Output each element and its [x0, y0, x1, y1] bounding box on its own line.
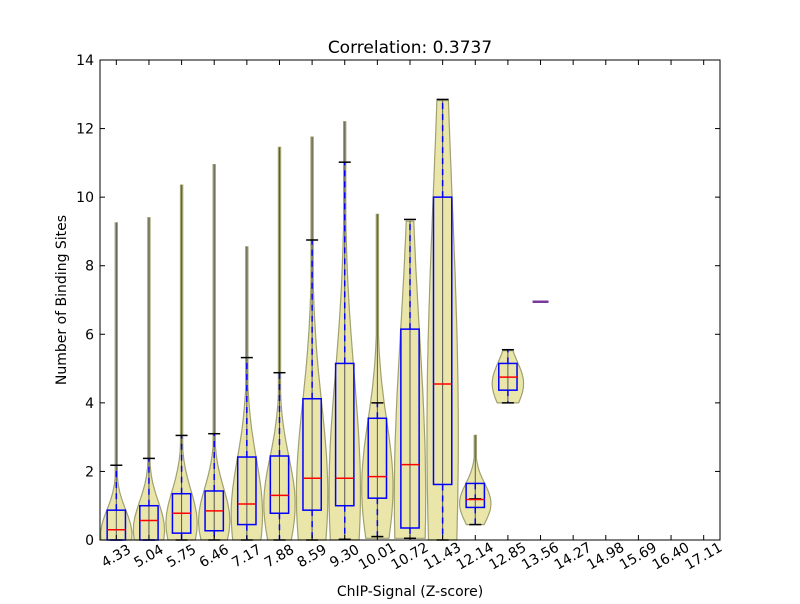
- x-tick-label: 5.75: [164, 542, 199, 571]
- y-tick-label: 6: [85, 327, 94, 343]
- y-tick-label: 4: [85, 396, 94, 412]
- chart-title: Correlation: 0.3737: [328, 38, 492, 58]
- box-iqr: [367, 417, 388, 499]
- y-tick-label: 12: [76, 122, 94, 138]
- x-tick-label: 7.17: [229, 542, 264, 571]
- box-iqr: [236, 456, 257, 526]
- box-iqr: [269, 455, 290, 515]
- x-tick-label: 9.30: [327, 542, 362, 571]
- x-tick-label: 6.46: [197, 542, 232, 571]
- box-iqr: [400, 328, 420, 529]
- x-tick-label: 17.11: [682, 540, 725, 574]
- x-axis-label: ChIP-Signal (Z-score): [337, 584, 483, 600]
- y-tick-label: 8: [85, 259, 94, 275]
- box-iqr: [334, 362, 355, 507]
- y-tick-label: 14: [76, 53, 94, 69]
- y-axis-label: Number of Binding Sites: [54, 215, 70, 385]
- box-iqr: [302, 397, 322, 511]
- x-tick-label: 8.59: [295, 542, 330, 571]
- x-tick-label: 5.04: [131, 542, 166, 571]
- y-tick-label: 10: [76, 190, 94, 206]
- x-tick-label: 7.88: [262, 542, 297, 571]
- x-tick-label: 4.33: [99, 542, 134, 571]
- box-iqr: [432, 196, 453, 486]
- y-tick-label: 2: [85, 464, 94, 480]
- y-tick-label: 0: [85, 533, 94, 549]
- box-iqr: [465, 482, 486, 509]
